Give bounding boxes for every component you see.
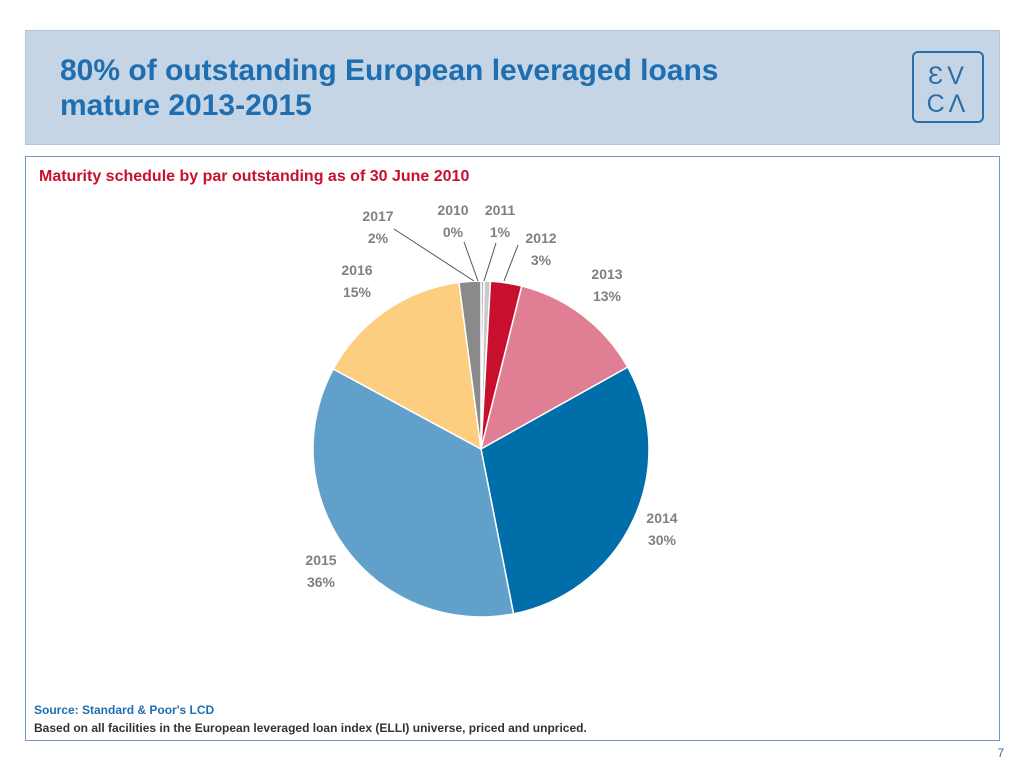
slice-label-percent-2012: 3% [531, 252, 552, 268]
logo-bottom-text: CΛ [927, 90, 970, 118]
slice-label-percent-2013: 13% [593, 288, 622, 304]
pie-slice-2014 [480, 366, 650, 615]
slice-label-percent-2011: 1% [490, 224, 511, 240]
evca-logo-mark: ƐV CΛ [927, 62, 970, 118]
slide-title: 80% of outstanding European leveraged lo… [60, 53, 860, 123]
slice-label-percent-2014: 30% [648, 532, 677, 548]
source-text: Source: Standard & Poor's LCD [34, 703, 215, 717]
chart-panel: Maturity schedule by par outstanding as … [25, 156, 1000, 741]
pie-slice-2013 [479, 285, 629, 451]
slice-label-year-2014: 2014 [646, 510, 677, 526]
slice-label-year-2016: 2016 [341, 262, 372, 278]
pie-slice-2016 [332, 281, 482, 451]
logo-top-text: ƐV [928, 62, 968, 90]
leader-line-2011 [483, 242, 497, 282]
slice-label-year-2015: 2015 [305, 552, 336, 568]
page-number: 7 [997, 746, 1004, 760]
slide-header: 80% of outstanding European leveraged lo… [25, 30, 1000, 145]
evca-logo: ƐV CΛ [912, 51, 984, 123]
slice-label-percent-2016: 15% [343, 284, 372, 300]
slide-title-line-1: 80% of outstanding European leveraged lo… [60, 54, 719, 87]
slice-label-percent-2015: 36% [307, 574, 336, 590]
slice-label-year-2012: 2012 [525, 230, 556, 246]
slice-label-year-2017: 2017 [362, 208, 393, 224]
chart-title: Maturity schedule by par outstanding as … [39, 168, 470, 185]
slide-title-line-2: mature 2013-2015 [60, 89, 312, 122]
slice-label-year-2010: 2010 [437, 202, 468, 218]
leader-line-2010 [463, 241, 479, 282]
pie-slice-2017 [458, 280, 482, 450]
leader-line-2012 [503, 244, 519, 282]
pie-slice-2015 [312, 367, 515, 618]
footnote-text: Based on all facilities in the European … [34, 721, 587, 735]
slice-label-percent-2017: 2% [368, 230, 389, 246]
pie-chart: 2010 0% 2011 1% 2012 3% 2013 13% 2014 30% 2015 36% 2… [305, 202, 678, 618]
slice-label-year-2013: 2013 [591, 266, 622, 282]
slice-label-year-2011: 2011 [485, 202, 516, 218]
leader-line-2017 [393, 228, 475, 282]
slice-label-percent-2010: 0% [443, 224, 464, 240]
